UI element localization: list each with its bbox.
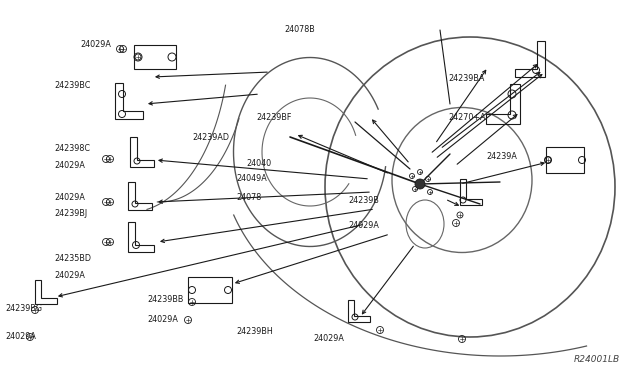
Bar (134, 45, 176, 69)
Text: 24235BD: 24235BD (54, 254, 92, 263)
Text: 24040: 24040 (246, 159, 271, 168)
Text: 24239BH: 24239BH (237, 327, 273, 336)
Bar (546, 147, 584, 173)
Text: 24239B: 24239B (349, 196, 380, 205)
Text: 24239BA: 24239BA (448, 74, 484, 83)
Text: 24029A: 24029A (54, 271, 85, 280)
Text: 24029A: 24029A (147, 315, 178, 324)
Text: 24029A: 24029A (54, 161, 85, 170)
Text: 24078: 24078 (237, 193, 262, 202)
Text: 24029A: 24029A (349, 221, 380, 230)
Text: 24239AD: 24239AD (192, 133, 229, 142)
Text: 24239BB: 24239BB (147, 295, 184, 304)
Bar (188, 277, 232, 303)
Text: 24029A: 24029A (314, 334, 344, 343)
Text: 24239BC: 24239BC (54, 81, 91, 90)
Circle shape (415, 179, 425, 189)
Text: 24078B: 24078B (285, 25, 316, 34)
Text: 24239A: 24239A (486, 152, 517, 161)
Text: 24029A: 24029A (80, 40, 111, 49)
Text: R24001LB: R24001LB (574, 355, 620, 364)
Text: 24239BG: 24239BG (5, 304, 42, 313)
Text: 24029A: 24029A (5, 332, 36, 341)
Text: 24239BJ: 24239BJ (54, 209, 88, 218)
Text: 24049A: 24049A (237, 174, 268, 183)
Text: 24270+A: 24270+A (448, 113, 486, 122)
Text: 24239BF: 24239BF (256, 113, 291, 122)
Text: 24029A: 24029A (54, 193, 85, 202)
Text: 242398C: 242398C (54, 144, 90, 153)
